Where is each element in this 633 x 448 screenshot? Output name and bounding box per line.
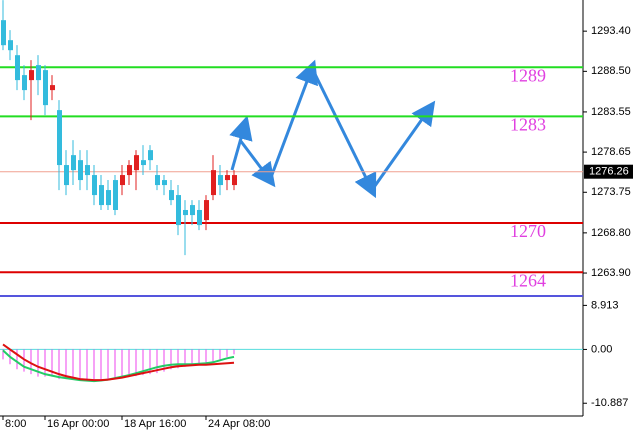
y-tick-label: 1283.55 (591, 106, 631, 118)
candle-body (78, 160, 83, 181)
candle-body (155, 175, 160, 186)
x-tick-label: 18 Apr 16:00 (124, 418, 186, 430)
candle-body (218, 175, 223, 186)
x-tick-label: 16 Apr 00:00 (47, 418, 109, 430)
candle-body (225, 175, 230, 181)
candle-body (50, 85, 55, 91)
candle-body (36, 65, 41, 81)
candle-body (162, 180, 167, 186)
y-tick-label: 1273.75 (591, 186, 631, 198)
current-price-box (584, 164, 633, 179)
candle-body (141, 160, 146, 166)
candle-body (64, 165, 69, 186)
candle-body (204, 200, 209, 221)
indicator-tick-label: 0.00 (591, 343, 612, 355)
candle-body (134, 155, 139, 171)
y-tick-label: 1263.90 (591, 267, 631, 279)
candle-body (106, 190, 111, 206)
indicator-line (2, 343, 235, 382)
level-label: 1264 (510, 270, 546, 290)
current-price-label: 1276.26 (589, 166, 629, 178)
candle-body (8, 40, 13, 51)
candle-body (85, 165, 90, 176)
candle-body (43, 70, 48, 106)
x-tick-label: 8:00 (5, 418, 26, 430)
candle-body (15, 55, 20, 81)
candle-body (197, 209, 202, 226)
candle-body (22, 75, 27, 91)
level-label: 1289 (510, 65, 546, 85)
candle-body (92, 175, 97, 196)
indicator-tick-label: 8.913 (591, 299, 619, 311)
candle-body (1, 20, 6, 46)
candle-body (71, 155, 76, 171)
candle-body (29, 70, 34, 81)
level-label: 1270 (510, 221, 546, 241)
y-tick-label: 1278.65 (591, 146, 631, 158)
candle-body (190, 205, 195, 216)
candle-body (232, 175, 237, 186)
y-tick-label: 1268.80 (591, 227, 631, 239)
candle-body (183, 209, 188, 216)
indicator-tick-label: -10.887 (591, 397, 628, 409)
projection-zigzag (229, 59, 436, 199)
candle-body (57, 110, 62, 166)
candle-body (99, 185, 104, 206)
y-tick-label: 1288.50 (591, 65, 631, 77)
level-label: 1283 (510, 115, 546, 135)
y-tick-label: 1293.40 (591, 25, 631, 37)
candle-body (211, 170, 216, 196)
candle-body (176, 195, 181, 226)
candle-body (148, 150, 153, 161)
candle-body (127, 165, 132, 176)
candle-body (120, 175, 125, 186)
candle-body (113, 180, 118, 210)
x-tick-label: 24 Apr 08:00 (208, 418, 270, 430)
candle-body (169, 190, 174, 201)
